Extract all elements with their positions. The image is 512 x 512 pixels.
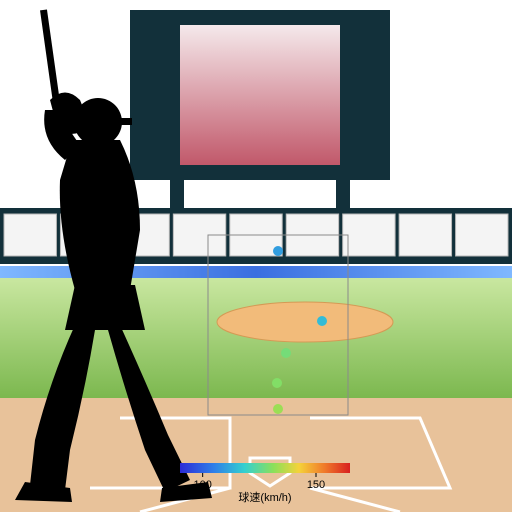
pitch-marker	[272, 378, 282, 388]
colorbar-label: 球速(km/h)	[238, 490, 291, 504]
pitch-marker	[273, 246, 283, 256]
outfield-panel	[4, 214, 56, 256]
outfield-panel	[343, 214, 395, 256]
colorbar-tick-label: 100	[193, 479, 211, 491]
colorbar	[180, 463, 350, 473]
scoreboard-screen	[180, 25, 340, 165]
pitch-marker	[317, 316, 327, 326]
pitch-marker	[281, 348, 291, 358]
outfield-panel	[399, 214, 451, 256]
pitchers-mound	[217, 302, 393, 342]
pitch-marker	[273, 404, 283, 414]
colorbar-tick-label: 150	[307, 479, 325, 491]
outfield-panel	[456, 214, 508, 256]
